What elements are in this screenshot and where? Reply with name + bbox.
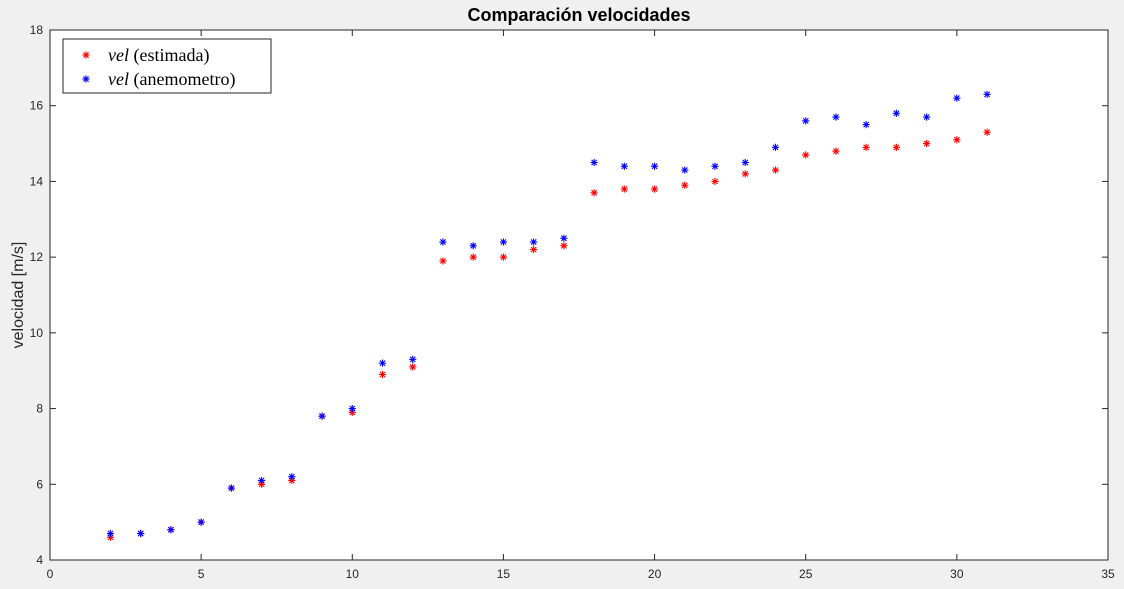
legend-marker-1 — [82, 51, 90, 59]
x-tick-label: 15 — [497, 567, 511, 581]
data-point-series-2 — [137, 529, 145, 538]
data-point-series-2 — [258, 476, 266, 485]
x-tick-label: 35 — [1101, 567, 1115, 581]
data-point-series-2 — [802, 117, 810, 125]
legend-label-2: vel (anemometro) — [108, 69, 235, 90]
data-point-series-1 — [650, 185, 659, 193]
data-point-series-1 — [560, 242, 568, 250]
x-tick-label: 10 — [346, 567, 360, 581]
data-point-series-1 — [530, 245, 538, 254]
x-tick-label: 25 — [799, 567, 813, 581]
data-point-series-2 — [197, 518, 205, 526]
data-point-series-2 — [469, 242, 477, 250]
data-point-series-1 — [802, 151, 810, 159]
axes-background — [49, 29, 1109, 561]
y-tick-label: 14 — [30, 174, 44, 188]
data-point-series-2 — [227, 484, 235, 492]
y-tick-label: 18 — [30, 23, 44, 37]
data-point-series-1 — [681, 181, 689, 189]
y-tick-label: 4 — [36, 553, 43, 567]
data-point-series-2 — [348, 404, 356, 413]
chart-title: Comparación velocidades — [467, 5, 690, 25]
y-axis-ticks: 4 6 8 10 12 14 16 18 — [30, 23, 1108, 567]
data-point-series-1 — [983, 128, 991, 136]
data-point-series-2 — [892, 109, 900, 117]
legend-label-1: vel (estimada) — [108, 45, 209, 66]
legend-marker-2 — [82, 75, 90, 83]
data-point-series-2 — [318, 412, 326, 420]
data-point-series-1 — [862, 143, 870, 151]
data-point-series-2 — [409, 355, 417, 363]
data-point-series-1 — [771, 166, 780, 174]
data-point-series-2 — [288, 473, 296, 481]
data-point-series-2 — [530, 238, 538, 246]
x-tick-label: 30 — [950, 567, 964, 581]
data-point-series-2 — [681, 166, 689, 174]
data-point-series-2 — [923, 113, 931, 121]
data-point-series-2 — [711, 162, 719, 170]
data-point-series-2 — [862, 121, 870, 129]
data-point-series-2 — [590, 158, 598, 167]
data-point-series-2 — [953, 94, 961, 102]
data-point-series-2 — [106, 529, 115, 538]
y-tick-label: 12 — [30, 250, 44, 264]
data-point-series-2 — [832, 113, 840, 121]
y-tick-label: 10 — [30, 326, 44, 340]
legend: vel (estimada) vel (anemometro) — [62, 38, 272, 94]
x-tick-label: 0 — [47, 567, 54, 581]
data-point-series-1 — [892, 143, 900, 151]
data-point-series-2 — [771, 143, 780, 151]
data-point-series-1 — [923, 139, 931, 148]
data-point-series-1 — [590, 189, 598, 197]
y-tick-label: 16 — [30, 99, 44, 113]
x-tick-label: 20 — [648, 567, 662, 581]
data-markers — [106, 90, 991, 541]
data-point-series-2 — [167, 526, 175, 534]
data-point-series-2 — [741, 158, 749, 167]
legend-box — [62, 38, 272, 94]
data-point-series-1 — [711, 177, 719, 186]
data-point-series-2 — [560, 234, 568, 242]
data-point-series-2 — [499, 238, 508, 246]
data-point-series-1 — [741, 170, 749, 178]
data-point-series-2 — [439, 238, 447, 246]
y-axis-label: velocidad [m/s] — [10, 242, 27, 349]
data-point-series-2 — [378, 359, 387, 367]
data-point-series-1 — [953, 136, 961, 144]
data-point-series-2 — [983, 90, 991, 98]
data-point-series-2 — [620, 162, 628, 170]
data-point-series-1 — [499, 253, 508, 261]
y-tick-label: 6 — [36, 477, 43, 491]
data-point-series-1 — [409, 363, 417, 371]
data-point-series-1 — [620, 185, 628, 193]
data-point-series-1 — [378, 370, 387, 379]
y-tick-label: 8 — [36, 402, 43, 416]
data-point-series-1 — [439, 257, 447, 265]
x-axis-ticks: 0 5 10 15 20 25 30 35 — [47, 30, 1115, 581]
data-point-series-1 — [469, 253, 477, 261]
data-point-series-1 — [832, 147, 840, 155]
data-point-series-2 — [650, 162, 659, 170]
x-tick-label: 5 — [198, 567, 205, 581]
